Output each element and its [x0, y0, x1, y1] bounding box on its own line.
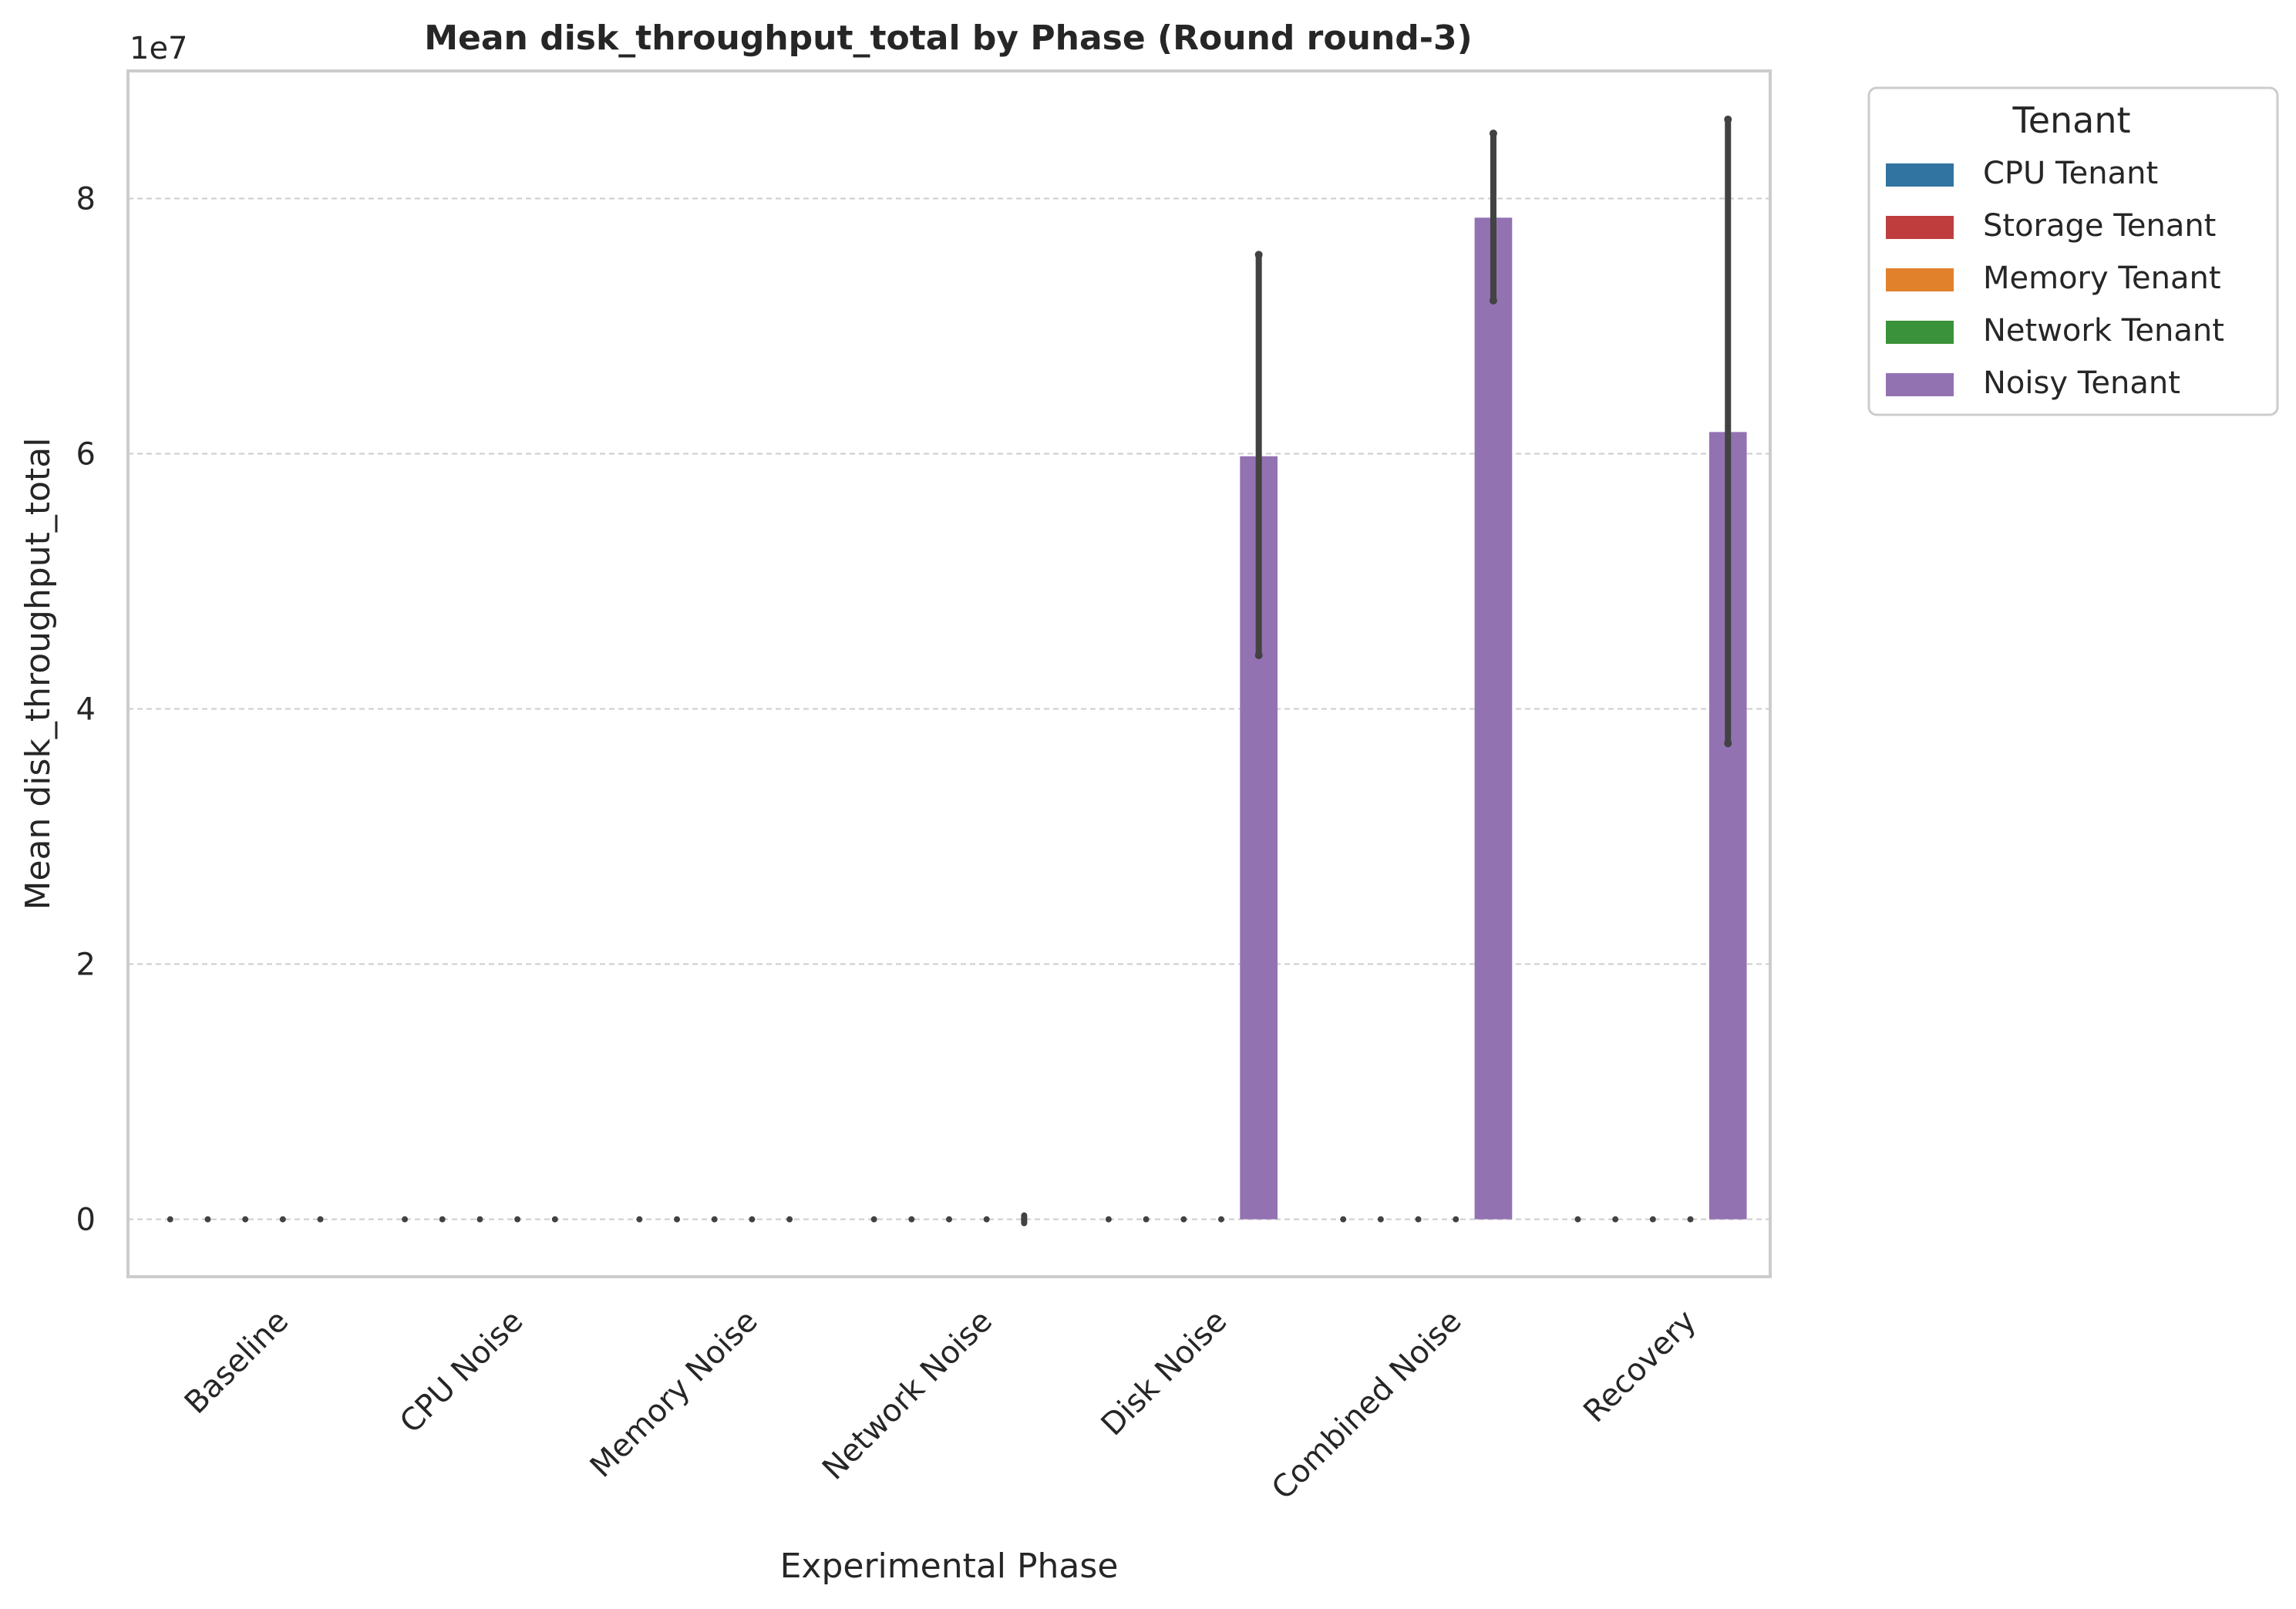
- legend-swatch: [1886, 321, 1954, 344]
- error-bar-cap: [1724, 115, 1732, 123]
- error-bar-cap: [1489, 296, 1497, 305]
- chart-title: Mean disk_throughput_total by Phase (Rou…: [424, 19, 1473, 58]
- error-bar-cap: [1254, 251, 1263, 259]
- x-axis-label: Experimental Phase: [780, 1547, 1119, 1586]
- y-tick-label: 8: [76, 182, 96, 217]
- y-tick-label: 6: [76, 437, 96, 473]
- gridlines: [128, 197, 1770, 1220]
- y-axis-offset-label: 1e7: [130, 31, 188, 66]
- legend-swatch: [1886, 216, 1954, 239]
- x-tick-labels: Baseline CPU Noise Memory Noise Network Noi…: [178, 1304, 1703, 1507]
- legend-title: Tenant: [2012, 99, 2130, 141]
- x-tick-label: Recovery: [1577, 1304, 1703, 1430]
- y-tick-labels: 0 2 4 6 8: [76, 182, 96, 1238]
- y-axis-label: Mean disk_throughput_total: [19, 438, 58, 911]
- y-tick-label: 2: [76, 948, 96, 983]
- bar: [1474, 217, 1513, 1220]
- legend: Tenant CPU Tenant Storage Tenant Memory Te…: [1867, 86, 2279, 416]
- error-bar-cap: [1254, 651, 1263, 660]
- legend-entry-label: Network Tenant: [1983, 313, 2224, 348]
- legend-frame: [1867, 86, 2279, 416]
- legend-entry-label: Storage Tenant: [1983, 208, 2216, 244]
- x-tick-label: Network Noise: [816, 1304, 999, 1487]
- error-bars: [167, 115, 1732, 1227]
- y-tick-label: 0: [76, 1203, 96, 1238]
- legend-entry-label: Noisy Tenant: [1983, 365, 2180, 401]
- legend-swatch: [1886, 373, 1954, 396]
- legend-entry-label: Memory Tenant: [1983, 261, 2221, 296]
- legend-swatch: [1886, 268, 1954, 291]
- error-bar-cap: [1724, 739, 1732, 748]
- x-tick-label: Baseline: [178, 1304, 295, 1421]
- plot-frame: [126, 69, 1772, 1278]
- x-tick-label: Combined Noise: [1265, 1304, 1469, 1507]
- y-tick-label: 4: [76, 692, 96, 728]
- bars: [1240, 217, 1747, 1220]
- legend-swatch: [1886, 163, 1954, 187]
- x-tick-label: Disk Noise: [1095, 1304, 1234, 1443]
- x-tick-label: CPU Noise: [393, 1304, 530, 1440]
- x-tick-label: Memory Noise: [584, 1304, 765, 1485]
- error-bar-cap: [1489, 130, 1497, 138]
- legend-entry-label: CPU Tenant: [1983, 156, 2158, 191]
- legend-items: CPU Tenant Storage Tenant Memory Tenant Net…: [1886, 156, 2224, 401]
